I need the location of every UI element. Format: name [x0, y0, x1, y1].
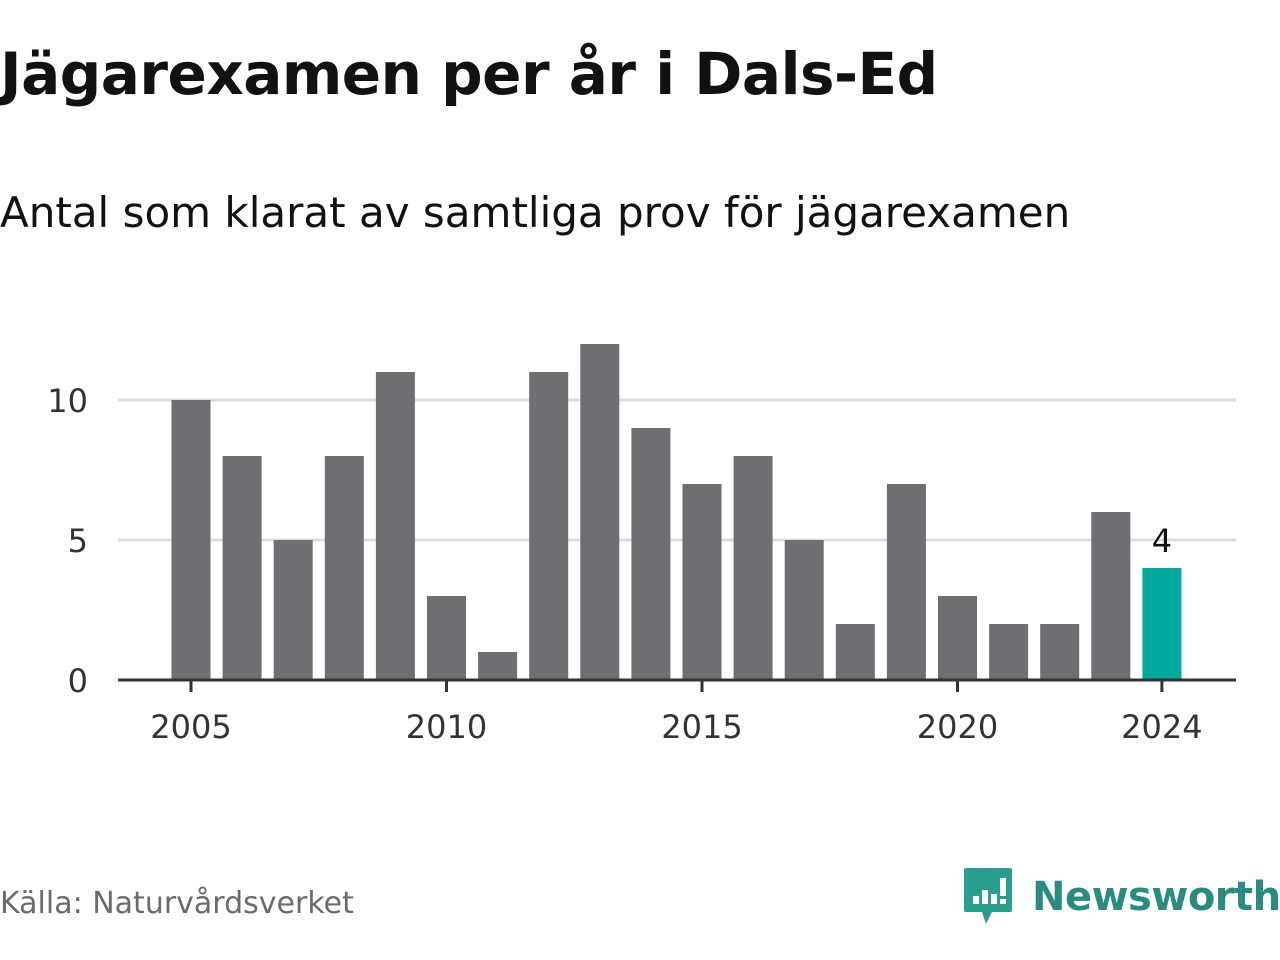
bar — [835, 624, 875, 680]
x-tick-label: 2024 — [1121, 708, 1202, 746]
y-tick-label: 5 — [68, 522, 88, 560]
bar — [733, 456, 773, 680]
y-axis-ticks: 0 5 10 — [47, 382, 88, 700]
bar — [427, 596, 466, 680]
newsworthy-logo-icon — [964, 868, 1012, 924]
data-labels: 4 — [1152, 522, 1172, 560]
chart-subtitle: Antal som klarat av samtliga prov för jä… — [0, 188, 1071, 237]
data-label: 4 — [1152, 522, 1172, 560]
gridlines — [118, 398, 1236, 542]
bar — [171, 400, 211, 680]
bar — [1091, 512, 1131, 680]
bar — [784, 540, 824, 680]
chart-title: Jägarexamen per år i Dals-Ed — [0, 40, 938, 108]
bar — [375, 372, 415, 680]
bar — [631, 428, 671, 680]
bar — [938, 596, 977, 680]
x-axis: 2005 2010 2015 2020 2024 — [118, 678, 1236, 746]
bar-chart: 0 5 10 2005 2010 2015 2020 2024 4 — [47, 344, 1236, 746]
bar — [580, 344, 620, 680]
bar — [273, 540, 313, 680]
x-tick-label: 2010 — [406, 708, 487, 746]
bar — [324, 456, 364, 680]
bar — [1142, 568, 1182, 680]
brand-logo: Newsworthy — [962, 862, 1280, 932]
bar — [886, 484, 926, 680]
bar — [682, 484, 722, 680]
brand-name: Newsworthy — [1032, 874, 1280, 920]
x-tick-label: 2005 — [150, 708, 231, 746]
bar — [1040, 624, 1080, 680]
y-tick-label: 10 — [47, 382, 88, 420]
x-tick-label: 2020 — [917, 708, 998, 746]
source-note: Källa: Naturvårdsverket — [0, 886, 354, 921]
bar — [222, 456, 262, 680]
x-tick-label: 2015 — [661, 708, 742, 746]
bar — [529, 372, 569, 680]
bar — [478, 652, 518, 680]
bar — [989, 624, 1029, 680]
y-tick-label: 0 — [68, 662, 88, 700]
bars — [171, 344, 1182, 680]
